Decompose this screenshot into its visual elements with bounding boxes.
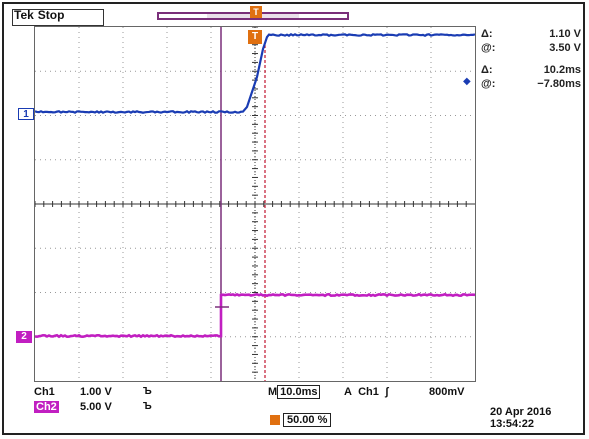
trigger-source-label: Ch1 bbox=[358, 386, 379, 398]
time: 13:54:22 bbox=[490, 418, 534, 430]
ch2-label[interactable]: Ch2 bbox=[34, 401, 59, 413]
timebase-prefix: M bbox=[268, 386, 277, 398]
cursor-readout: Δ: 1.10 V @: 3.50 V Δ: 10.2ms @: −7.80ms bbox=[481, 27, 581, 91]
timebase[interactable]: M 10.0ms bbox=[268, 386, 320, 398]
trigger-position[interactable]: 50.00 % bbox=[270, 414, 331, 426]
delta-v-symbol: Δ: bbox=[481, 27, 493, 41]
waveform-display[interactable] bbox=[34, 26, 476, 382]
acquisition-state: Stop bbox=[38, 8, 65, 22]
ch1-ground-marker[interactable]: 1 bbox=[18, 108, 34, 120]
brand-label: Tek bbox=[14, 8, 34, 22]
settings-bar: Ch1 1.00 V Ъ Ch2 5.00 V Ъ M 10.0ms A Ch1 … bbox=[34, 384, 582, 434]
ch2-scale: 5.00 V bbox=[80, 401, 112, 413]
ch1-label[interactable]: Ch1 bbox=[34, 386, 55, 398]
at-v-symbol: @: bbox=[481, 41, 495, 55]
ch2-ground-marker[interactable]: 2 bbox=[16, 331, 32, 343]
delta-t-symbol: Δ: bbox=[481, 63, 493, 77]
date: 20 Apr 2016 bbox=[490, 406, 551, 418]
ch2-bandwidth-icon: Ъ bbox=[143, 401, 152, 412]
status-bar: Tek Stop bbox=[14, 8, 64, 24]
trigger-slope-icon: ʃ bbox=[385, 386, 389, 398]
ch1-scale: 1.00 V bbox=[80, 386, 112, 398]
delta-v-value: 1.10 V bbox=[549, 27, 581, 41]
trigger-position-icon: T bbox=[250, 6, 262, 18]
at-t-value: −7.80ms bbox=[537, 77, 581, 91]
trigger-cursor-icon: T bbox=[248, 30, 262, 44]
delta-t-value: 10.2ms bbox=[544, 63, 581, 77]
trigger-level-icon: ◆ bbox=[463, 76, 471, 87]
trigger-position-value: 50.00 % bbox=[283, 413, 331, 427]
at-t-symbol: @: bbox=[481, 77, 495, 91]
ch1-trace bbox=[35, 34, 475, 112]
trigger-position-icon-small bbox=[270, 415, 280, 425]
waveform-svg bbox=[35, 27, 475, 381]
timebase-value: 10.0ms bbox=[277, 385, 320, 399]
ch1-bandwidth-icon: Ъ bbox=[143, 386, 152, 397]
trigger-source[interactable]: A Ch1 ʃ bbox=[344, 386, 389, 398]
trigger-mode: A bbox=[344, 386, 352, 398]
at-v-value: 3.50 V bbox=[549, 41, 581, 55]
trigger-level: 800mV bbox=[429, 386, 464, 398]
